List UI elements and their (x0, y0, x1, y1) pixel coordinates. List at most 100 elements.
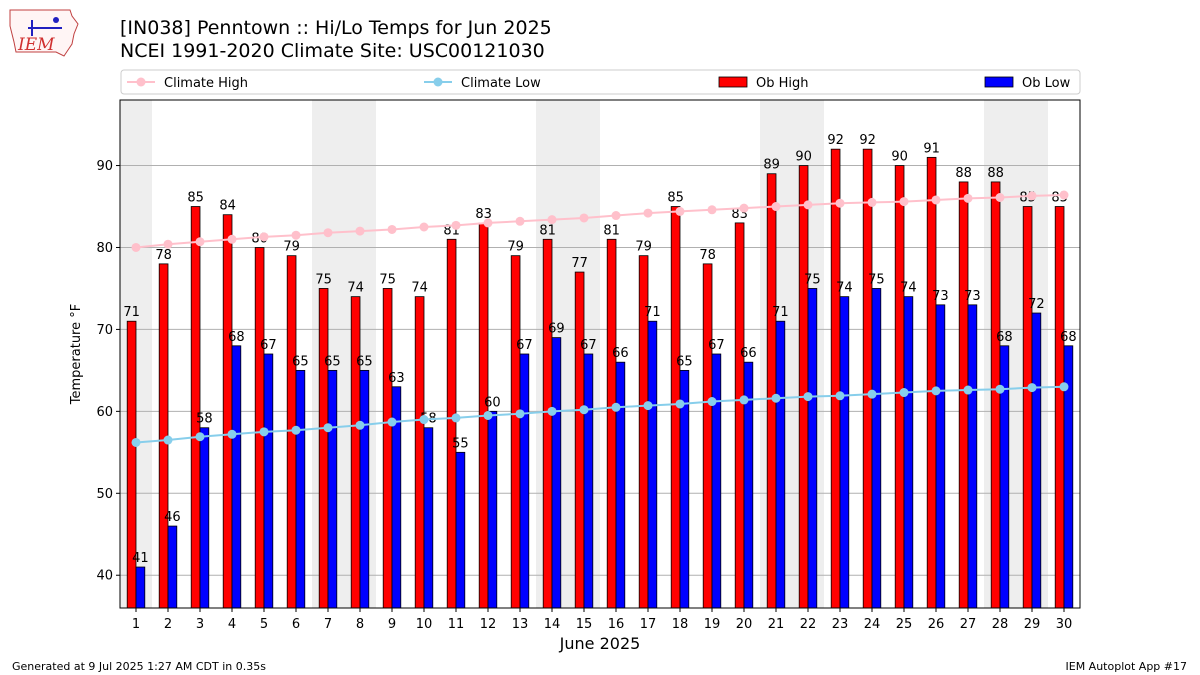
ob-high-bar (542, 238, 553, 609)
ob-high-label: 74 (411, 281, 428, 296)
ob-low-bar (903, 296, 914, 609)
climate-high-point (899, 197, 909, 207)
ob-high-bar (190, 206, 201, 609)
ob-high-label: 88 (987, 166, 1004, 181)
ob-low-bar (647, 320, 658, 609)
ob-high-label: 85 (667, 191, 684, 206)
x-tick-label: 22 (800, 617, 817, 632)
climate-low-point (771, 393, 781, 403)
climate-low-point (451, 413, 461, 423)
y-tick-label: 80 (96, 241, 113, 256)
ob-high-bar (862, 148, 873, 609)
legend-climate-high-marker (136, 77, 146, 87)
climate-low-point (419, 415, 429, 425)
ob-high-label: 75 (379, 272, 396, 287)
ob-low-label: 65 (676, 354, 693, 369)
y-tick-label: 60 (96, 405, 113, 420)
climate-high-line (135, 194, 1065, 249)
climate-high-point (227, 234, 237, 244)
legend-ob-high-swatch (718, 76, 748, 88)
climate-high-point (323, 228, 333, 238)
x-tick-label: 5 (260, 617, 268, 632)
climate-low-point (131, 437, 141, 447)
ob-high-bar (926, 156, 937, 609)
ob-low-bar (263, 353, 274, 609)
ob-low-label: 63 (388, 371, 405, 386)
ob-low-label: 73 (932, 289, 949, 304)
ob-low-label: 60 (484, 395, 501, 410)
x-tick-label: 6 (292, 617, 300, 632)
x-tick-label: 23 (832, 617, 849, 632)
ob-low-label: 68 (228, 330, 245, 345)
ob-high-label: 74 (347, 281, 364, 296)
x-tick-label: 13 (512, 617, 529, 632)
climate-high-point (611, 211, 621, 221)
chart-subtitle: NCEI 1991-2020 Climate Site: USC00121030 (120, 40, 545, 62)
climate-low-point (259, 427, 269, 437)
ob-high-label: 85 (187, 191, 204, 206)
ob-high-bar (830, 148, 841, 609)
ob-high-label: 78 (155, 248, 172, 263)
ob-low-bar (455, 451, 466, 609)
climate-low-point (739, 395, 749, 405)
ob-high-label: 88 (955, 166, 972, 181)
climate-high-point (195, 237, 205, 247)
climate-high-point (451, 220, 461, 230)
ob-low-label: 55 (452, 436, 469, 451)
chart-title: [IN038] Penntown :: Hi/Lo Temps for Jun … (120, 17, 552, 39)
ob-low-bar (519, 353, 530, 609)
ob-high-bar (734, 222, 745, 609)
ob-high-label: 83 (475, 207, 492, 222)
ob-low-label: 46 (164, 510, 181, 525)
ob-low-bar (295, 369, 306, 609)
climate-high-point (131, 242, 141, 252)
x-tick-label: 27 (960, 617, 977, 632)
ob-low-label: 69 (548, 322, 565, 337)
climate-low-point (675, 399, 685, 409)
x-tick-label: 8 (356, 617, 364, 632)
climate-high-point (515, 216, 525, 226)
climate-high-point (675, 206, 685, 216)
climate-high-point (419, 222, 429, 232)
ob-low-bar (839, 296, 850, 609)
legend-ob-low-label: Ob Low (1022, 76, 1071, 91)
y-tick-label: 50 (96, 487, 113, 502)
climate-low-point (867, 389, 877, 399)
legend: Climate High Climate Low Ob High Ob Low (120, 69, 1081, 95)
ob-low-label: 67 (516, 338, 533, 353)
climate-low-point (899, 388, 909, 398)
climate-low-point (963, 385, 973, 395)
ob-high-label: 79 (635, 240, 652, 255)
climate-high-point (291, 230, 301, 240)
ob-low-label: 75 (804, 272, 821, 287)
ob-low-bar (935, 304, 946, 609)
x-tick-label: 11 (448, 617, 465, 632)
y-axis-label: Temperature °F (69, 304, 84, 405)
plot-frame (119, 99, 1081, 609)
climate-high-point (707, 205, 717, 215)
x-tick-label: 9 (388, 617, 396, 632)
climate-high-point (867, 197, 877, 207)
ob-low-bar (135, 566, 146, 609)
climate-low-point (1059, 382, 1069, 392)
climate-high-point (547, 215, 557, 225)
x-tick-label: 4 (228, 617, 236, 632)
climate-high-point (995, 193, 1005, 203)
x-tick-label: 16 (608, 617, 625, 632)
climate-high-point (259, 232, 269, 242)
x-tick-label: 30 (1056, 617, 1073, 632)
legend-climate-high-label: Climate High (164, 76, 248, 91)
ob-low-bar (871, 288, 882, 609)
generated-timestamp: Generated at 9 Jul 2025 1:27 AM CDT in 0… (12, 660, 266, 673)
climate-high-point (803, 200, 813, 210)
x-tick-label: 18 (672, 617, 689, 632)
climate-low-point (547, 406, 557, 416)
climate-high-point (835, 198, 845, 208)
climate-low-point (579, 405, 589, 415)
climate-high-point (387, 224, 397, 234)
legend-ob-low-swatch (984, 76, 1014, 88)
ob-low-bar (167, 525, 178, 609)
x-tick-label: 24 (864, 617, 881, 632)
climate-low-point (995, 384, 1005, 394)
climate-low-point (707, 397, 717, 407)
